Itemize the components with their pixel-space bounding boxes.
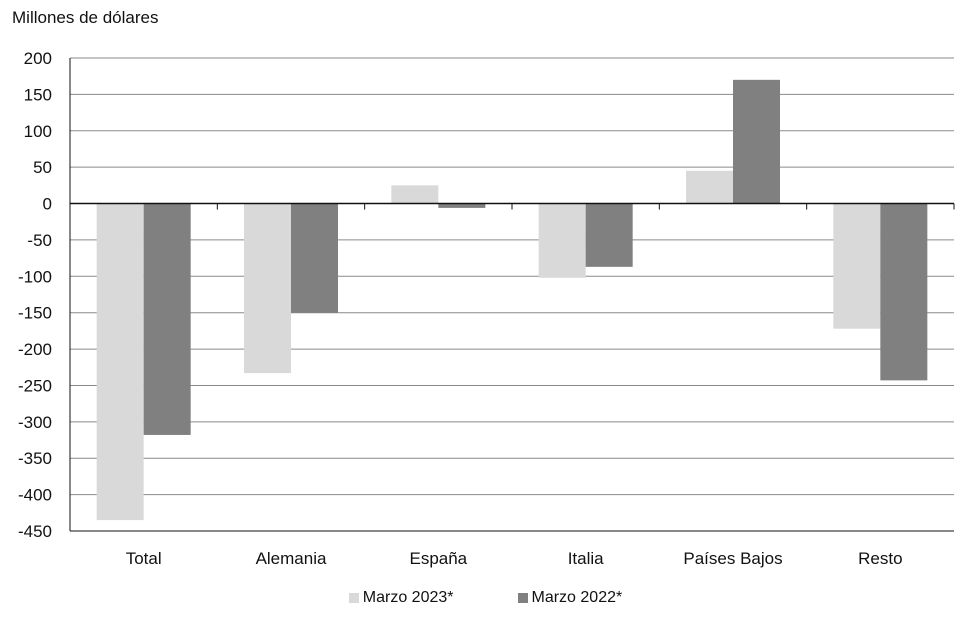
x-tick-label: Total [126, 549, 162, 568]
y-tick-label: 0 [43, 195, 52, 214]
bar-chart: 200 150 100 50 0 -50 -100 -150 -200 -250 -300 -350 -… [18, 49, 955, 568]
legend: Marzo 2023* Marzo 2022* [0, 589, 971, 607]
y-tick-label: 150 [24, 85, 52, 104]
y-tick-label: -250 [18, 376, 52, 395]
bar [291, 203, 338, 313]
x-tick-labels: Total Alemania España Italia Países Bajos Res… [126, 549, 903, 568]
legend-item-series-1: Marzo 2023* [348, 589, 454, 607]
bar [438, 203, 486, 208]
y-tick-label: 100 [24, 122, 52, 141]
y-tick-label: -400 [18, 486, 52, 505]
x-tick-label: España [409, 549, 467, 568]
legend-swatch [517, 593, 528, 603]
x-tick-label: Países Bajos [683, 549, 782, 568]
y-tick-label: -150 [18, 304, 52, 323]
y-axis-title: Millones de dólares [12, 8, 159, 27]
bar [538, 203, 586, 278]
y-tick-label: -300 [18, 413, 52, 432]
bar [880, 203, 928, 381]
gridlines [70, 57, 954, 532]
bar [585, 203, 633, 267]
axes [69, 58, 955, 532]
x-tick-label: Resto [858, 549, 902, 568]
legend-item-series-2: Marzo 2022* [517, 589, 623, 607]
y-tick-label: -450 [18, 522, 52, 541]
y-tick-label: -50 [27, 231, 52, 250]
y-tick-labels: 200 150 100 50 0 -50 -100 -150 -200 -250 -300 -350 -… [18, 49, 52, 541]
y-tick-label: 200 [24, 49, 52, 68]
bar [96, 203, 144, 521]
legend-label: Marzo 2023* [362, 589, 454, 606]
bar [244, 203, 291, 374]
y-tick-label: 50 [33, 158, 52, 177]
y-tick-label: -100 [18, 267, 52, 286]
legend-label: Marzo 2022* [531, 589, 623, 606]
bar [733, 79, 780, 204]
bars [96, 79, 928, 521]
bar [391, 185, 439, 204]
y-tick-label: -350 [18, 449, 52, 468]
bar [686, 170, 733, 204]
bar [143, 203, 191, 435]
legend-swatch [348, 593, 359, 603]
y-tick-label: -200 [18, 340, 52, 359]
x-tick-label: Italia [568, 549, 604, 568]
bar [833, 203, 881, 329]
x-tick-label: Alemania [256, 549, 327, 568]
